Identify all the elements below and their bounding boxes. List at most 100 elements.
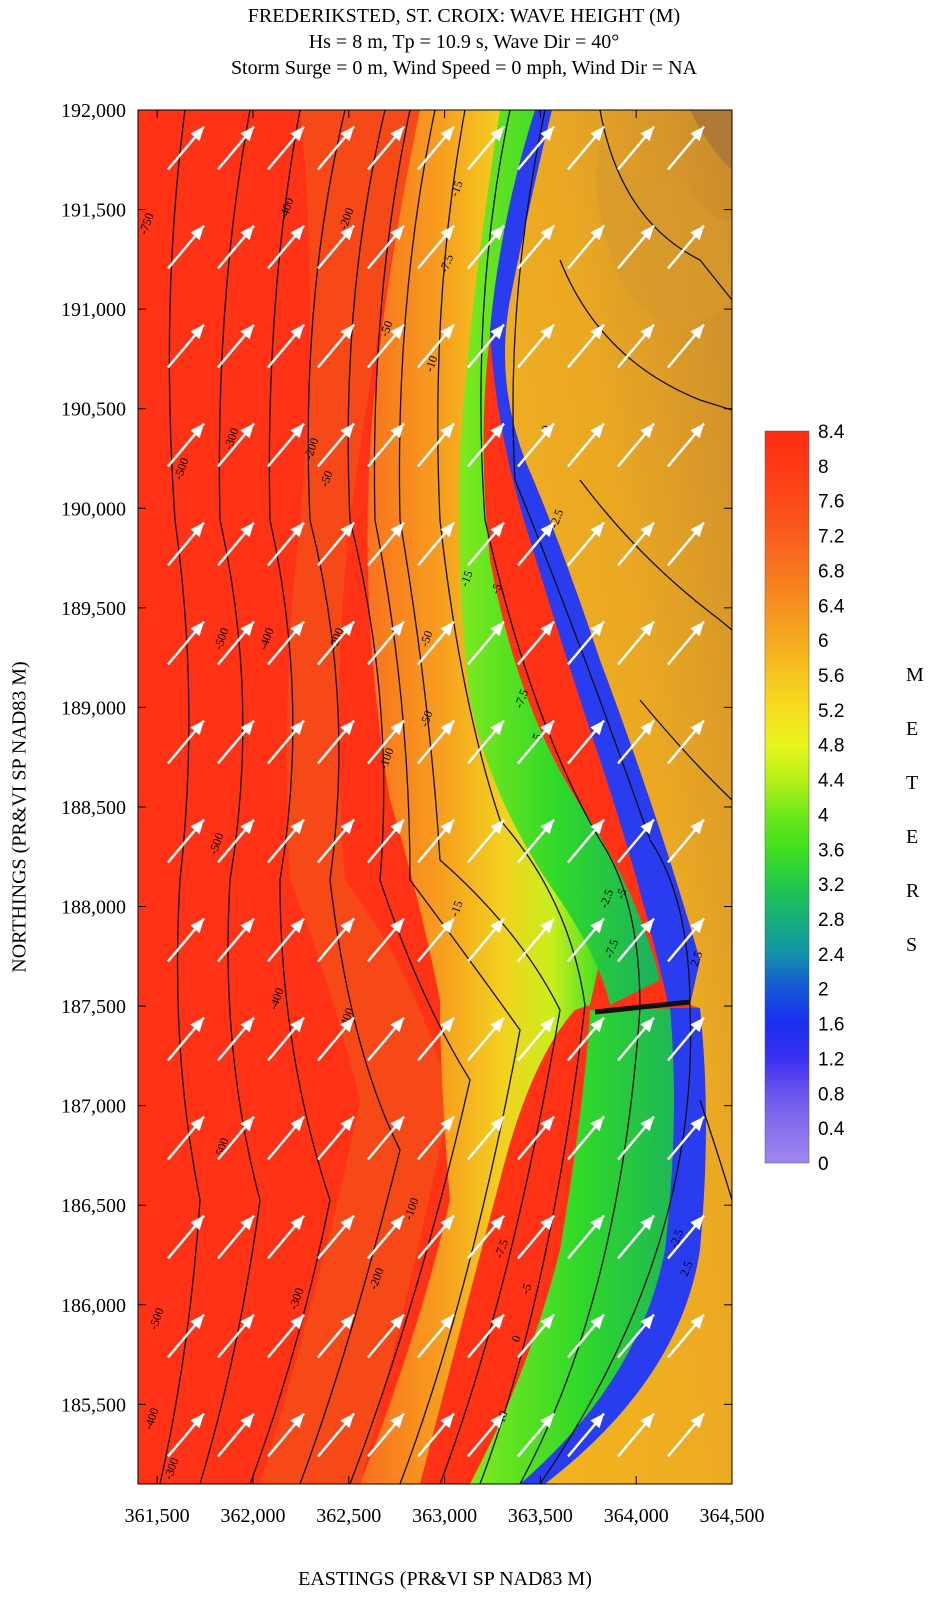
wave-vector-arrow [367, 719, 405, 765]
wave-vector-arrow [267, 719, 305, 765]
colorbar-unit-letter: R [906, 880, 920, 902]
contour-label: -2.5 [596, 887, 616, 910]
contour-label: -50 [377, 319, 396, 339]
y-tick-label: 188,000 [61, 897, 126, 919]
contour-label: 2.5 [687, 949, 705, 968]
wave-vector-arrow [367, 818, 405, 864]
wave-vector-arrow [467, 719, 505, 765]
wave-vector-arrow [217, 719, 255, 765]
wave-vector-arrow [317, 1313, 355, 1359]
axis-tick-labels: 361,500 362,000 362,500 363,000 363,500 364,0… [61, 100, 765, 1527]
wave-vector-arrow [467, 917, 505, 963]
wave-vector-arrow [617, 323, 655, 369]
wave-vector-arrow [267, 323, 305, 369]
wave-vector-arrow [667, 917, 705, 963]
contour-label: -15 [447, 899, 466, 919]
wave-vector-arrow [217, 125, 255, 171]
wave-vector-arrow [417, 521, 455, 567]
wave-vector-arrow [267, 521, 305, 567]
wave-vector-arrow [317, 1214, 355, 1260]
wave-vector-arrow [467, 125, 505, 171]
wave-vector-arrow [167, 1313, 205, 1359]
wave-vector-arrow [467, 818, 505, 864]
wave-vector-arrow [417, 422, 455, 468]
wave-vector-arrow [317, 422, 355, 468]
wave-vector-arrow [267, 422, 305, 468]
wave-vector-arrow [167, 1016, 205, 1062]
wave-vector-arrow [367, 521, 405, 567]
colorbar-label: 2.4 [818, 945, 845, 966]
wave-vector-arrow [467, 422, 505, 468]
wave-vector-arrow [167, 719, 205, 765]
wave-vector-arrow [667, 521, 705, 567]
wave-vector-arrow [217, 818, 255, 864]
colorbar-label: 3.2 [818, 875, 844, 896]
wave-vector-arrow [417, 1214, 455, 1260]
contour-line [347, 110, 471, 1484]
wave-vector-arrow [517, 620, 555, 666]
wave-vector-arrow [167, 1412, 205, 1458]
nearshore-green-zone-north [458, 110, 660, 1005]
wave-vector-arrow [567, 1214, 605, 1260]
wave-vector-arrow [267, 1115, 305, 1161]
wave-vector-arrow [267, 917, 305, 963]
wave-vector-arrow [617, 917, 655, 963]
wave-vector-arrow [517, 422, 555, 468]
wave-vector-arrow [217, 1412, 255, 1458]
contour-label: -7.5 [601, 937, 621, 960]
wave-vector-arrow [517, 224, 555, 270]
y-tick-label: 185,500 [61, 1394, 126, 1416]
wave-vector-arrow [167, 818, 205, 864]
x-tick-label: 363,500 [508, 1505, 573, 1527]
wave-vector-arrow [467, 224, 505, 270]
wave-vector-arrow [567, 1412, 605, 1458]
y-tick-label: 186,000 [61, 1295, 126, 1317]
wave-vector-arrow [467, 323, 505, 369]
wave-vector-arrow [167, 917, 205, 963]
wave-vector-arrow [667, 1016, 705, 1062]
wave-vector-arrow [517, 125, 555, 171]
wave-vector-arrow [517, 323, 555, 369]
y-tick-label: 189,500 [61, 598, 126, 620]
wave-vector-arrow [417, 917, 455, 963]
land-contour [579, 479, 732, 631]
wave-vector-arrow [417, 224, 455, 270]
colorbar-label: 0.4 [818, 1119, 845, 1140]
colorbar-unit-letter: T [906, 772, 919, 794]
wave-vector-arrow [267, 125, 305, 171]
wave-direction-vectors [167, 125, 705, 1458]
wave-vector-arrow [367, 917, 405, 963]
wave-vector-arrow [167, 125, 205, 171]
contour-label: -50 [417, 629, 436, 649]
wave-vector-arrow [667, 422, 705, 468]
x-tick-label: 364,500 [700, 1505, 765, 1527]
wave-vector-arrow [167, 620, 205, 666]
wave-vector-arrow [267, 1214, 305, 1260]
y-tick-label: 188,500 [61, 797, 126, 819]
colorbar-label: 2 [818, 980, 829, 1001]
wave-vector-arrow [317, 125, 355, 171]
wave-vector-arrow [617, 422, 655, 468]
wave-vector-arrow [267, 818, 305, 864]
wave-vector-arrow [417, 620, 455, 666]
wave-vector-arrow [217, 917, 255, 963]
contour-label: -7.5 [491, 1237, 511, 1260]
wave-vector-arrow [267, 1016, 305, 1062]
colorbar-label: 7.6 [818, 492, 844, 513]
y-tick-label: 192,000 [61, 100, 126, 122]
colorbar-label: 6.8 [818, 561, 844, 582]
wave-vector-arrow [317, 620, 355, 666]
map-subtitle-storm-params: Storm Surge = 0 m, Wind Speed = 0 mph, W… [230, 57, 698, 79]
contour-label: 2.5 [677, 1259, 695, 1278]
wave-vector-arrow [617, 620, 655, 666]
wave-vector-arrow [317, 1115, 355, 1161]
wave-vector-arrow [167, 1115, 205, 1161]
pier [594, 999, 691, 1015]
land-contour [599, 110, 732, 301]
contour-line [373, 110, 521, 1484]
colorbar-label: 2.8 [818, 910, 844, 931]
wave-vector-arrow [417, 1313, 455, 1359]
contour-label: -7.5 [436, 252, 456, 275]
contour-label: -5 [613, 887, 630, 901]
map-layers: -750-500-500-500-400-500-500-400-300-300… [138, 110, 732, 1484]
